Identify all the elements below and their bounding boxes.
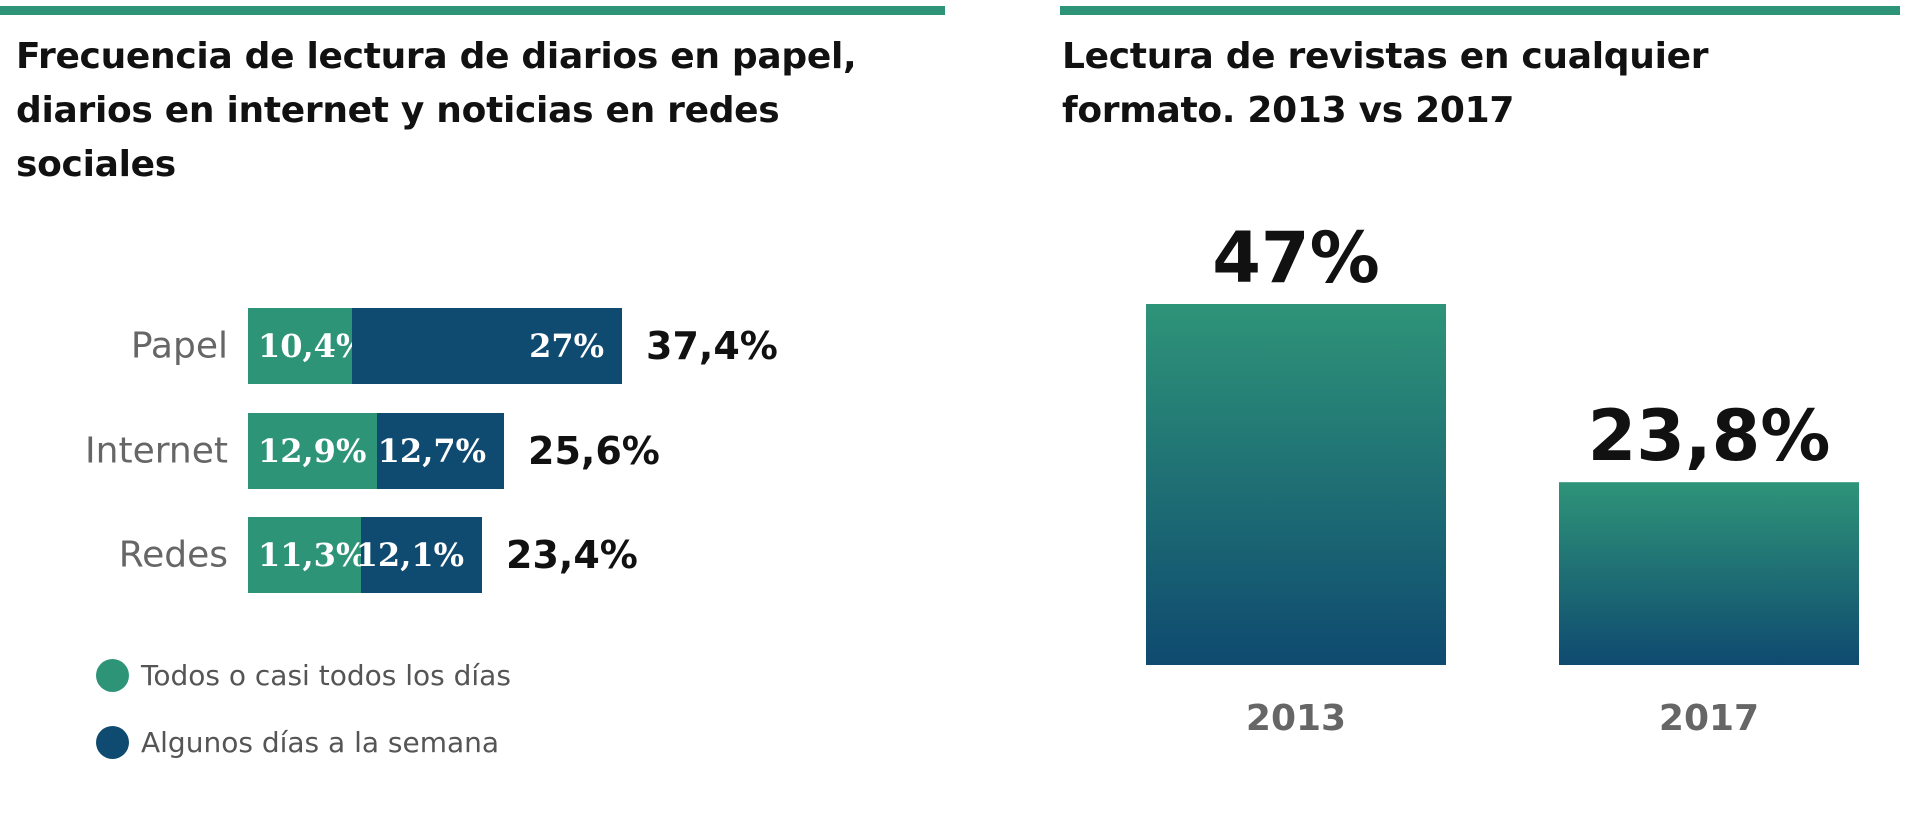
bar-segment — [248, 308, 352, 384]
category-label: Papel — [131, 326, 228, 367]
segment-value-label: 27% — [529, 327, 604, 365]
bar-value-label: 23,8% — [1588, 395, 1831, 477]
segment-value-label: 10,4% — [258, 327, 366, 365]
segment-value-label: 11,3% — [258, 536, 366, 574]
x-tick-label: 2017 — [1659, 698, 1759, 739]
bar-segment — [377, 413, 504, 489]
legend-swatch-green — [96, 658, 129, 692]
left-chart-title: Frecuencia de lectura de diarios en pape… — [16, 36, 857, 185]
segment-value-label: 12,1% — [356, 536, 464, 574]
bar-segment — [352, 308, 622, 384]
legend-item-daily: Todos o casi todos los días — [96, 655, 511, 695]
right-chart-panel: Lectura de revistas en cualquier formato… — [1060, 0, 1900, 829]
right-accent-rule — [1060, 6, 1900, 15]
bar — [1559, 482, 1859, 665]
total-label: 25,6% — [528, 429, 660, 473]
category-label: Redes — [119, 535, 228, 576]
left-accent-rule — [0, 6, 945, 15]
bar — [1146, 304, 1446, 665]
vertical-bar-chart: 47% 2013 23,8% 2017 — [1146, 217, 1859, 739]
bar-value-label: 47% — [1212, 217, 1380, 299]
legend-label-daily: Todos o casi todos los días — [141, 658, 511, 692]
right-chart-title: Lectura de revistas en cualquier formato… — [1062, 36, 1709, 131]
total-label: 37,4% — [646, 324, 778, 368]
legend-label-weekly: Algunos días a la semana — [141, 725, 500, 759]
segment-value-label: 12,7% — [378, 432, 486, 470]
bar-segment — [361, 517, 482, 593]
x-tick-label: 2013 — [1246, 698, 1346, 739]
segment-value-label: 12,9% — [258, 432, 366, 470]
left-chart-panel: Frecuencia de lectura de diarios en pape… — [0, 0, 945, 829]
legend-item-weekly: Algunos días a la semana — [96, 722, 499, 762]
legend-swatch-navy — [96, 725, 129, 759]
total-label: 23,4% — [506, 533, 638, 577]
category-label: Internet — [85, 431, 228, 472]
bar-segment — [248, 413, 377, 489]
bar-segment — [248, 517, 361, 593]
stacked-bar-chart: Papel 10,4% 27% 37,4% Internet 12,9% 12,7% 25,6… — [85, 308, 778, 593]
